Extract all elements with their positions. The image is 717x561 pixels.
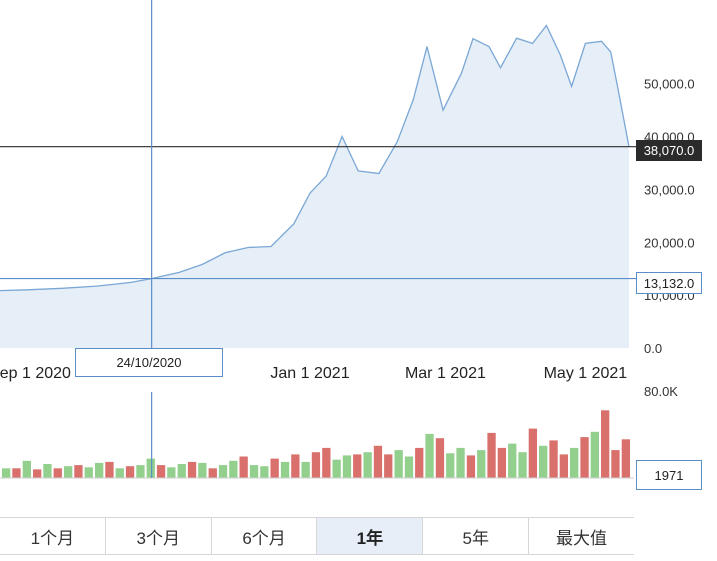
volume-bar: [260, 466, 269, 478]
volume-bar: [198, 462, 207, 478]
volume-bar: [187, 461, 197, 478]
range-button-3m[interactable]: 3个月: [106, 518, 212, 554]
volume-bar: [84, 467, 93, 479]
time-range-selector: 1个月 3个月 6个月 1年 5年 最大值: [0, 517, 634, 555]
cursor-volume-tag: 1971: [636, 460, 702, 490]
volume-bar: [146, 458, 155, 478]
volume-bar: [95, 462, 104, 478]
y-tick-label: 30,000.0: [644, 182, 695, 197]
volume-bar: [136, 465, 145, 478]
volume-bar: [487, 432, 496, 478]
volume-bar: [621, 439, 630, 478]
volume-bar: [497, 447, 506, 478]
volume-bar: [549, 440, 558, 478]
volume-bar: [22, 460, 31, 478]
volume-bar: [425, 433, 434, 478]
x-tick-label: May 1 2021: [544, 365, 628, 382]
price-line: [0, 24, 630, 292]
cursor-value-tag: 13,132.0: [636, 272, 702, 294]
volume-bar: [404, 456, 414, 478]
volume-bar: [508, 443, 517, 478]
volume-bar: [518, 452, 527, 478]
volume-bar: [208, 468, 217, 478]
volume-bar: [590, 431, 599, 478]
x-tick-label: Sep 1 2020: [0, 365, 71, 382]
x-tick-label: Jan 1 2021: [270, 365, 349, 382]
volume-bar: [570, 447, 579, 478]
volume-bar: [105, 461, 114, 478]
volume-bar: [53, 468, 62, 478]
volume-bar: [249, 465, 259, 478]
volume-bar: [43, 464, 52, 478]
volume-bar: [342, 455, 352, 478]
volume-bar: [177, 464, 186, 478]
volume-bar: [394, 450, 403, 478]
volume-bar: [167, 467, 176, 479]
y-tick-label: 50,000.0: [644, 77, 695, 92]
volume-bar: [332, 459, 341, 478]
range-button-1m[interactable]: 1个月: [0, 518, 106, 554]
volume-bar: [291, 454, 300, 479]
volume-bar: [435, 438, 445, 478]
cursor-date-tag: 24/10/2020: [75, 348, 223, 377]
volume-max-label: 80.0K: [644, 384, 678, 399]
volume-bar: [363, 452, 372, 478]
price-area: [0, 25, 629, 348]
volume-bar: [33, 469, 42, 478]
range-button-max[interactable]: 最大值: [556, 528, 608, 548]
volume-bar: [229, 460, 238, 478]
volume-bar: [74, 465, 83, 478]
y-tick-label: 20,000.0: [644, 235, 695, 250]
range-button-5y[interactable]: 5年: [423, 518, 530, 554]
volume-bar: [373, 445, 383, 479]
volume-bar: [601, 410, 610, 478]
volume-bar: [270, 458, 279, 478]
volume-bar: [311, 452, 321, 478]
volume-bar: [239, 456, 248, 478]
volume-bar: [115, 468, 124, 478]
volume-bar: [64, 466, 73, 478]
volume-bar: [456, 447, 465, 478]
volume-bar: [301, 461, 310, 478]
volume-bar: [280, 461, 290, 478]
volume-bar: [353, 454, 362, 479]
volume-bar: [539, 445, 548, 479]
volume-bar: [2, 468, 11, 478]
y-tick-label: 0.0: [644, 341, 662, 356]
volume-bar: [477, 450, 486, 478]
volume-bar: [559, 454, 568, 479]
volume-bar: [580, 437, 589, 478]
range-button-6m[interactable]: 6个月: [212, 518, 318, 554]
x-tick-label: Mar 1 2021: [405, 365, 486, 382]
volume-bar: [528, 428, 537, 478]
volume-bar: [466, 455, 476, 478]
volume-bar: [12, 468, 21, 478]
volume-bar: [446, 453, 455, 478]
volume-bar: [125, 466, 135, 478]
volume-bar: [611, 450, 620, 478]
volume-bar: [218, 465, 228, 478]
volume-bar: [415, 447, 424, 478]
volume-bar: [384, 454, 393, 479]
volume-bar: [156, 465, 166, 478]
range-button-1y[interactable]: 1年: [317, 518, 424, 554]
current-price-tag: 38,070.0: [636, 140, 702, 161]
volume-bar: [322, 447, 331, 478]
